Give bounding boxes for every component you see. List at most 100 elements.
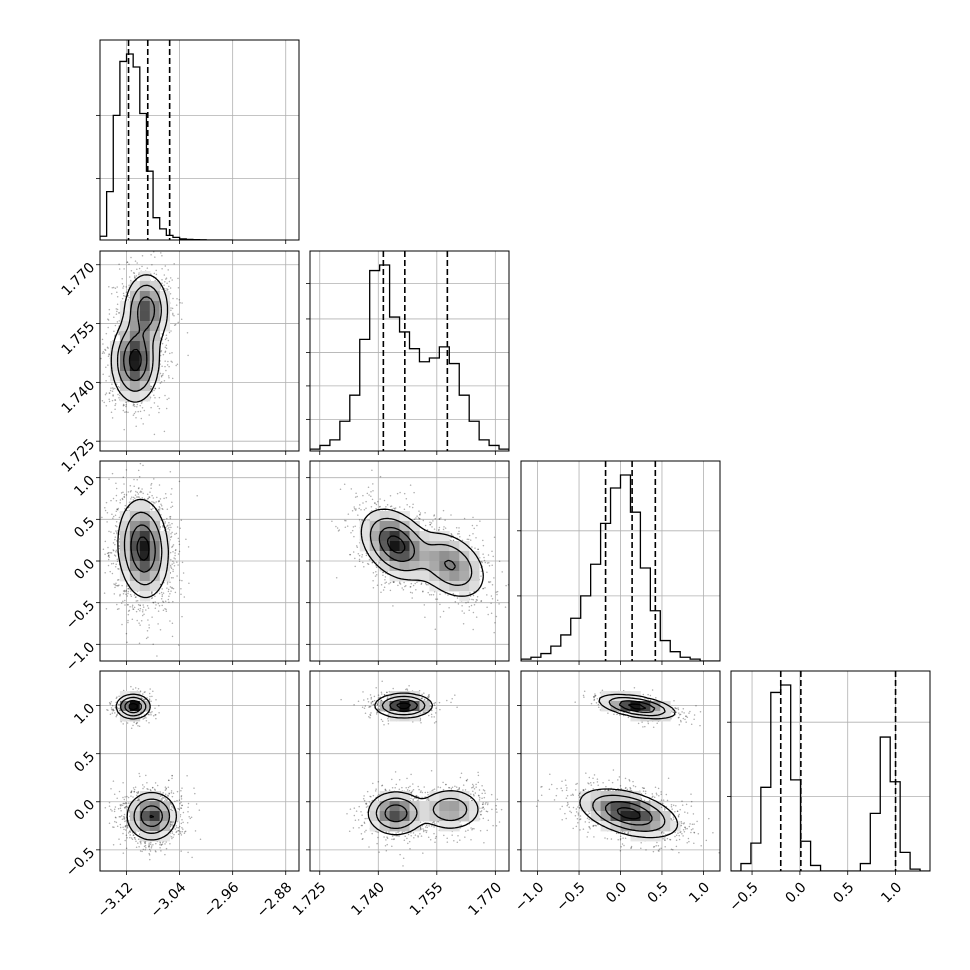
scatter-point — [345, 520, 347, 522]
scatter-point — [147, 607, 150, 609]
scatter-point — [114, 399, 116, 401]
scatter-point — [141, 406, 144, 409]
scatter-point — [130, 496, 133, 498]
scatter-point — [135, 596, 137, 598]
contour-level-3 — [128, 348, 142, 372]
scatter-point — [142, 606, 145, 608]
scatter-point — [150, 508, 152, 510]
scatter-point — [480, 600, 483, 602]
scatter-point — [155, 273, 158, 276]
scatter-point — [182, 572, 185, 574]
scatter-point — [105, 379, 107, 382]
scatter-point — [150, 254, 152, 256]
scatter-point — [418, 510, 420, 512]
density-cell — [119, 521, 131, 532]
scatter-point — [486, 571, 488, 574]
scatter-point — [169, 277, 172, 279]
scatter-point — [159, 498, 162, 500]
scatter-point — [127, 621, 129, 624]
scatter-point — [115, 494, 118, 497]
scatter-point — [125, 411, 128, 413]
scatter-point — [165, 344, 168, 347]
scatter-point — [419, 517, 421, 520]
scatter-point — [439, 616, 442, 618]
scatter-point — [158, 407, 161, 410]
scatter-point — [379, 498, 381, 500]
scatter-point — [124, 599, 126, 602]
scatter-point — [115, 487, 118, 490]
scatter-point — [384, 576, 387, 578]
scatter-point — [178, 644, 180, 646]
scatter-point — [158, 499, 160, 502]
scatter-point — [358, 558, 361, 561]
scatter-point — [135, 425, 137, 428]
scatter-point — [176, 363, 179, 366]
hist-grid-2 — [521, 461, 720, 661]
scatter-point — [105, 501, 108, 504]
scatter-point — [148, 414, 150, 416]
scatter-point — [394, 508, 396, 510]
scatter-point — [119, 595, 121, 597]
scatter-point — [160, 505, 163, 507]
scatter-point — [172, 560, 174, 563]
scatter-point — [353, 506, 355, 508]
density-cell — [129, 531, 141, 542]
scatter-point — [427, 591, 429, 594]
scatter-point — [102, 351, 105, 353]
scatter-point — [358, 554, 361, 557]
scatter-point — [436, 598, 439, 600]
scatter-point — [104, 507, 106, 509]
scatter-point — [166, 364, 169, 366]
density-cell — [129, 301, 141, 312]
scatter-point — [166, 525, 168, 527]
density-cell — [139, 591, 151, 602]
scatter-point — [462, 623, 465, 625]
scatter-point — [116, 308, 119, 311]
scatter-point — [370, 495, 372, 497]
density-cell — [159, 561, 171, 572]
scatter-point — [361, 556, 363, 558]
scatter-point — [108, 375, 110, 378]
density-cell — [139, 351, 151, 362]
scatter-point — [392, 581, 395, 584]
scatter-point — [170, 360, 172, 363]
scatter-point — [161, 342, 164, 345]
scatter-point — [107, 319, 110, 321]
scatter-point — [418, 518, 421, 520]
scatter-point — [159, 354, 162, 357]
scatter-point — [112, 387, 114, 389]
scatter-point — [335, 576, 338, 579]
scatter-point — [125, 286, 127, 288]
scatter-point — [152, 602, 155, 604]
scatter-point — [161, 593, 164, 596]
scatter-point — [134, 411, 137, 413]
scatter-point — [150, 273, 152, 275]
scatter-point — [467, 538, 470, 541]
scatter-point — [173, 315, 175, 317]
scatter-point — [480, 575, 482, 577]
scatter-point — [361, 519, 363, 521]
density-cell — [129, 371, 141, 382]
scatter-point — [179, 579, 181, 581]
scatter-point — [431, 526, 433, 528]
scatter-point — [180, 318, 183, 320]
scatter-point — [133, 272, 136, 275]
scatter-point — [170, 307, 172, 309]
scatter-point — [164, 522, 166, 524]
scatter-point — [425, 583, 428, 586]
scatter-point — [174, 323, 177, 326]
density-cell — [119, 371, 131, 382]
scatter-point — [125, 405, 127, 408]
density-cell — [119, 561, 131, 572]
scatter-point — [375, 507, 377, 510]
scatter-point — [117, 509, 119, 511]
scatter-point — [122, 590, 125, 592]
scatter-point — [179, 527, 181, 529]
density-cell — [149, 571, 161, 582]
scatter-point — [160, 503, 162, 505]
scatter-point — [389, 581, 392, 584]
scatter-point — [150, 406, 152, 409]
scatter-point — [154, 502, 156, 504]
scatter-point — [141, 265, 143, 268]
scatter-point — [171, 307, 174, 310]
